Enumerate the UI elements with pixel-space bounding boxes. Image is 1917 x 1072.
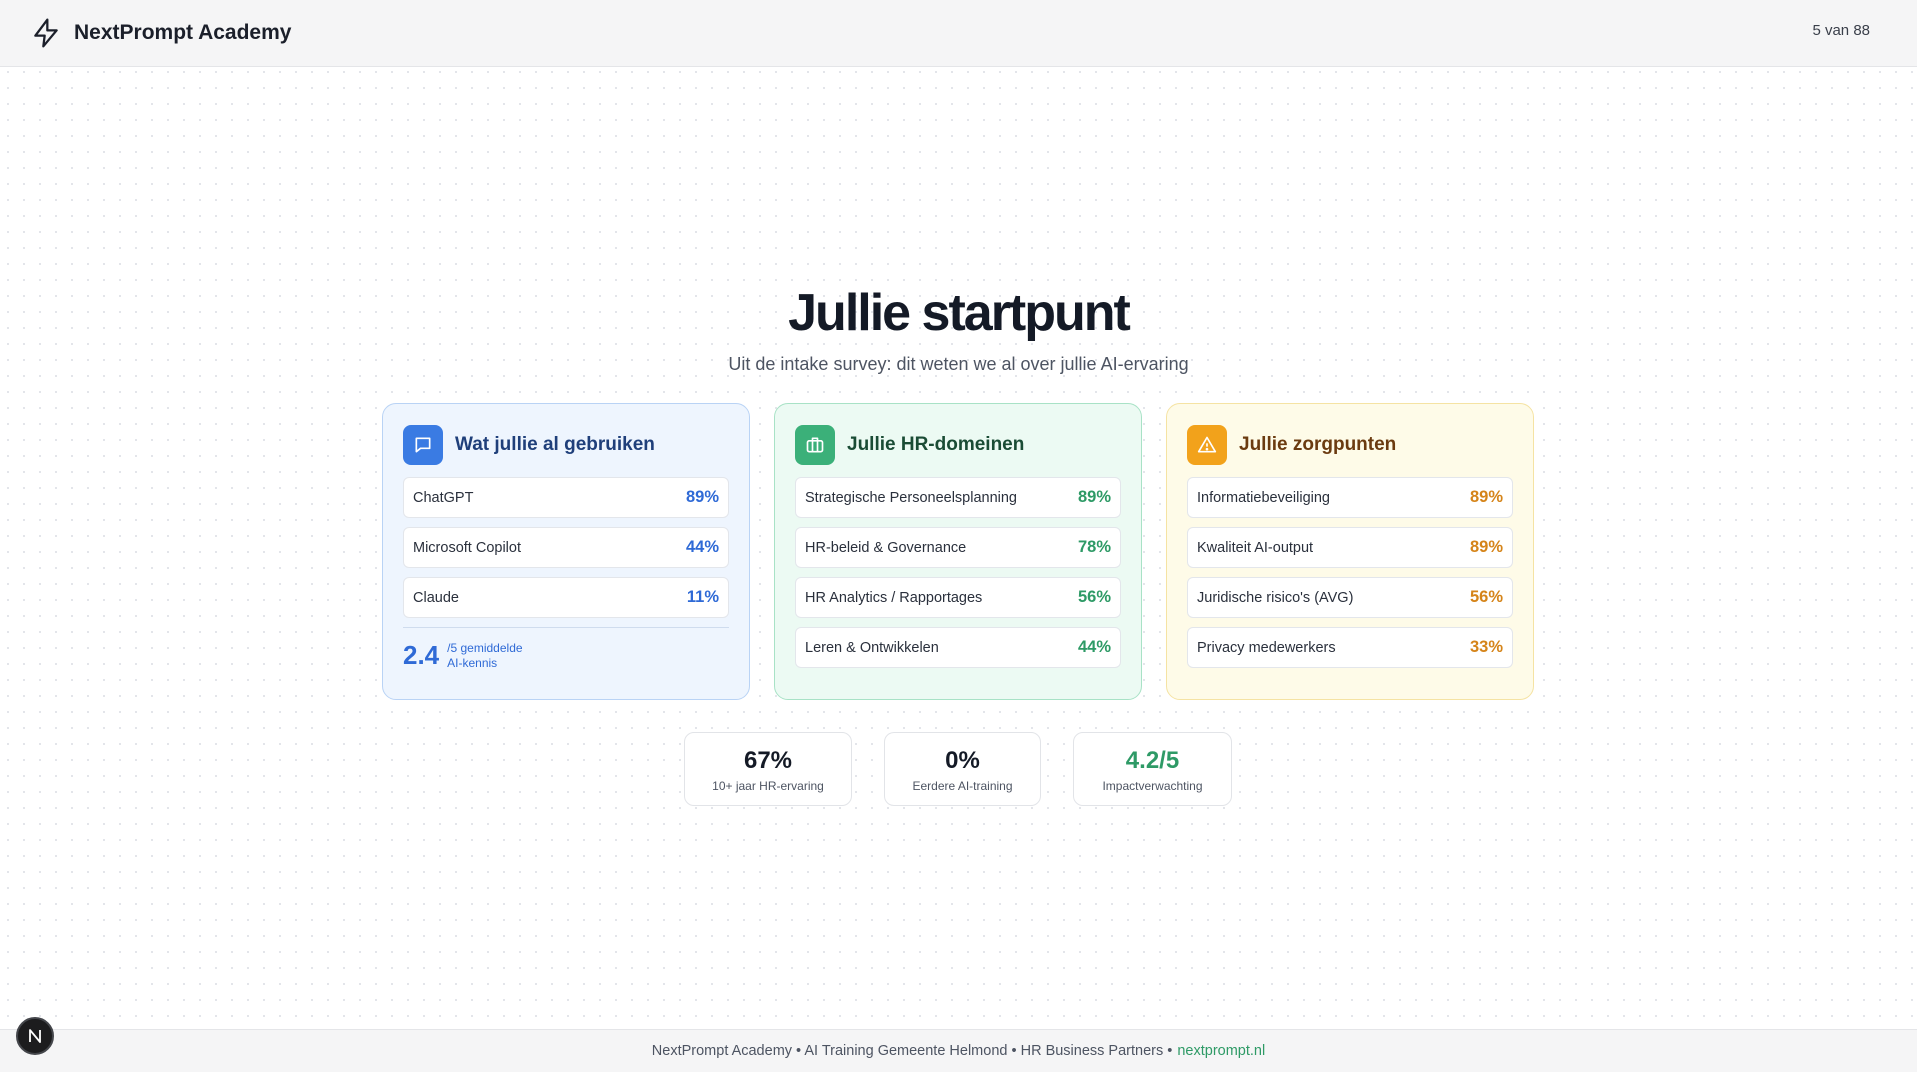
concerns-card: Jullie zorgpunten Informatiebeveiliging …	[1166, 403, 1534, 700]
footer: NextPrompt Academy • AI Training Gemeent…	[0, 1029, 1917, 1072]
tools-card: Wat jullie al gebruiken ChatGPT 89% Micr…	[382, 403, 750, 700]
list-item: Strategische Personeelsplanning 89%	[795, 477, 1121, 518]
item-label: Leren & Ontwikkelen	[805, 639, 939, 656]
list-item: ChatGPT 89%	[403, 477, 729, 518]
top-header: NextPrompt Academy 5 van 88	[0, 0, 1917, 67]
brand-name[interactable]: NextPrompt Academy	[74, 21, 292, 44]
n-logo-icon	[29, 1029, 41, 1043]
item-value: 11%	[686, 588, 719, 606]
item-value: 89%	[1469, 488, 1503, 506]
list-item: Juridische risico's (AVG) 56%	[1187, 577, 1513, 618]
footer-text: NextPrompt Academy • AI Training Gemeent…	[651, 1043, 1173, 1059]
item-value: 89%	[1077, 488, 1111, 506]
average-label-line1: /5 gemiddelde	[447, 640, 523, 655]
average-knowledge: 2.4 /5 gemiddelde AI-kennis	[403, 640, 729, 671]
item-label: Kwaliteit AI-output	[1197, 539, 1314, 556]
item-value: 56%	[1077, 588, 1111, 606]
item-value: 78%	[1077, 538, 1111, 556]
list-item: HR-beleid & Governance 78%	[795, 527, 1121, 568]
item-label: HR-beleid & Governance	[805, 539, 967, 556]
item-label: Privacy medewerkers	[1197, 639, 1336, 656]
page-title: Jullie startpunt	[788, 284, 1131, 342]
item-label: HR Analytics / Rapportages	[805, 589, 983, 606]
stat-label: Impactverwachting	[1102, 779, 1203, 793]
card-title: Jullie zorgpunten	[1239, 434, 1397, 455]
footer-link[interactable]: nextprompt.nl	[1177, 1043, 1266, 1059]
card-header: Wat jullie al gebruiken	[403, 425, 729, 465]
card-header: Jullie zorgpunten	[1187, 425, 1513, 465]
average-value: 2.4	[403, 640, 440, 670]
average-label-line2: AI-kennis	[447, 655, 498, 670]
item-label: Microsoft Copilot	[413, 539, 521, 556]
item-value: 44%	[685, 538, 719, 556]
list-item: Microsoft Copilot 44%	[403, 527, 729, 568]
item-label: Juridische risico's (AVG)	[1197, 589, 1354, 606]
stat-ai-training: 0% Eerdere AI-training	[884, 732, 1041, 806]
item-label: Claude	[413, 589, 459, 606]
briefcase-icon	[795, 425, 835, 465]
item-label: ChatGPT	[413, 489, 474, 506]
hr-domains-card: Jullie HR-domeinen Strategische Personee…	[774, 403, 1142, 700]
item-value: 33%	[1469, 638, 1503, 656]
item-value: 89%	[685, 488, 719, 506]
list-item: Informatiebeveiliging 89%	[1187, 477, 1513, 518]
list-item: Kwaliteit AI-output 89%	[1187, 527, 1513, 568]
slide-counter: 5 van 88	[1812, 22, 1870, 39]
lightning-icon	[30, 17, 62, 49]
page-subtitle: Uit de intake survey: dit weten we al ov…	[728, 354, 1189, 374]
card-title: Jullie HR-domeinen	[847, 434, 1025, 455]
n-badge-button[interactable]	[16, 1017, 54, 1055]
stat-value: 67%	[743, 747, 793, 774]
item-label: Strategische Personeelsplanning	[805, 489, 1017, 506]
warning-triangle-icon	[1187, 425, 1227, 465]
stat-hr-experience: 67% 10+ jaar HR-ervaring	[684, 732, 852, 806]
stat-label: Eerdere AI-training	[912, 779, 1013, 793]
card-title: Wat jullie al gebruiken	[455, 434, 655, 455]
stat-value: 4.2/5	[1125, 747, 1180, 774]
item-value: 89%	[1469, 538, 1503, 556]
item-value: 44%	[1077, 638, 1111, 656]
stat-impact: 4.2/5 Impactverwachting	[1073, 732, 1232, 806]
card-header: Jullie HR-domeinen	[795, 425, 1121, 465]
list-item: Claude 11%	[403, 577, 729, 618]
divider	[403, 627, 729, 628]
list-item: HR Analytics / Rapportages 56%	[795, 577, 1121, 618]
chat-bubble-icon	[403, 425, 443, 465]
item-value: 56%	[1469, 588, 1503, 606]
list-item: Leren & Ontwikkelen 44%	[795, 627, 1121, 668]
average-label: /5 gemiddelde AI-kennis	[447, 641, 522, 671]
stat-value: 0%	[945, 747, 980, 774]
stat-label: 10+ jaar HR-ervaring	[712, 779, 824, 793]
list-item: Privacy medewerkers 33%	[1187, 627, 1513, 668]
item-label: Informatiebeveiliging	[1197, 489, 1330, 506]
